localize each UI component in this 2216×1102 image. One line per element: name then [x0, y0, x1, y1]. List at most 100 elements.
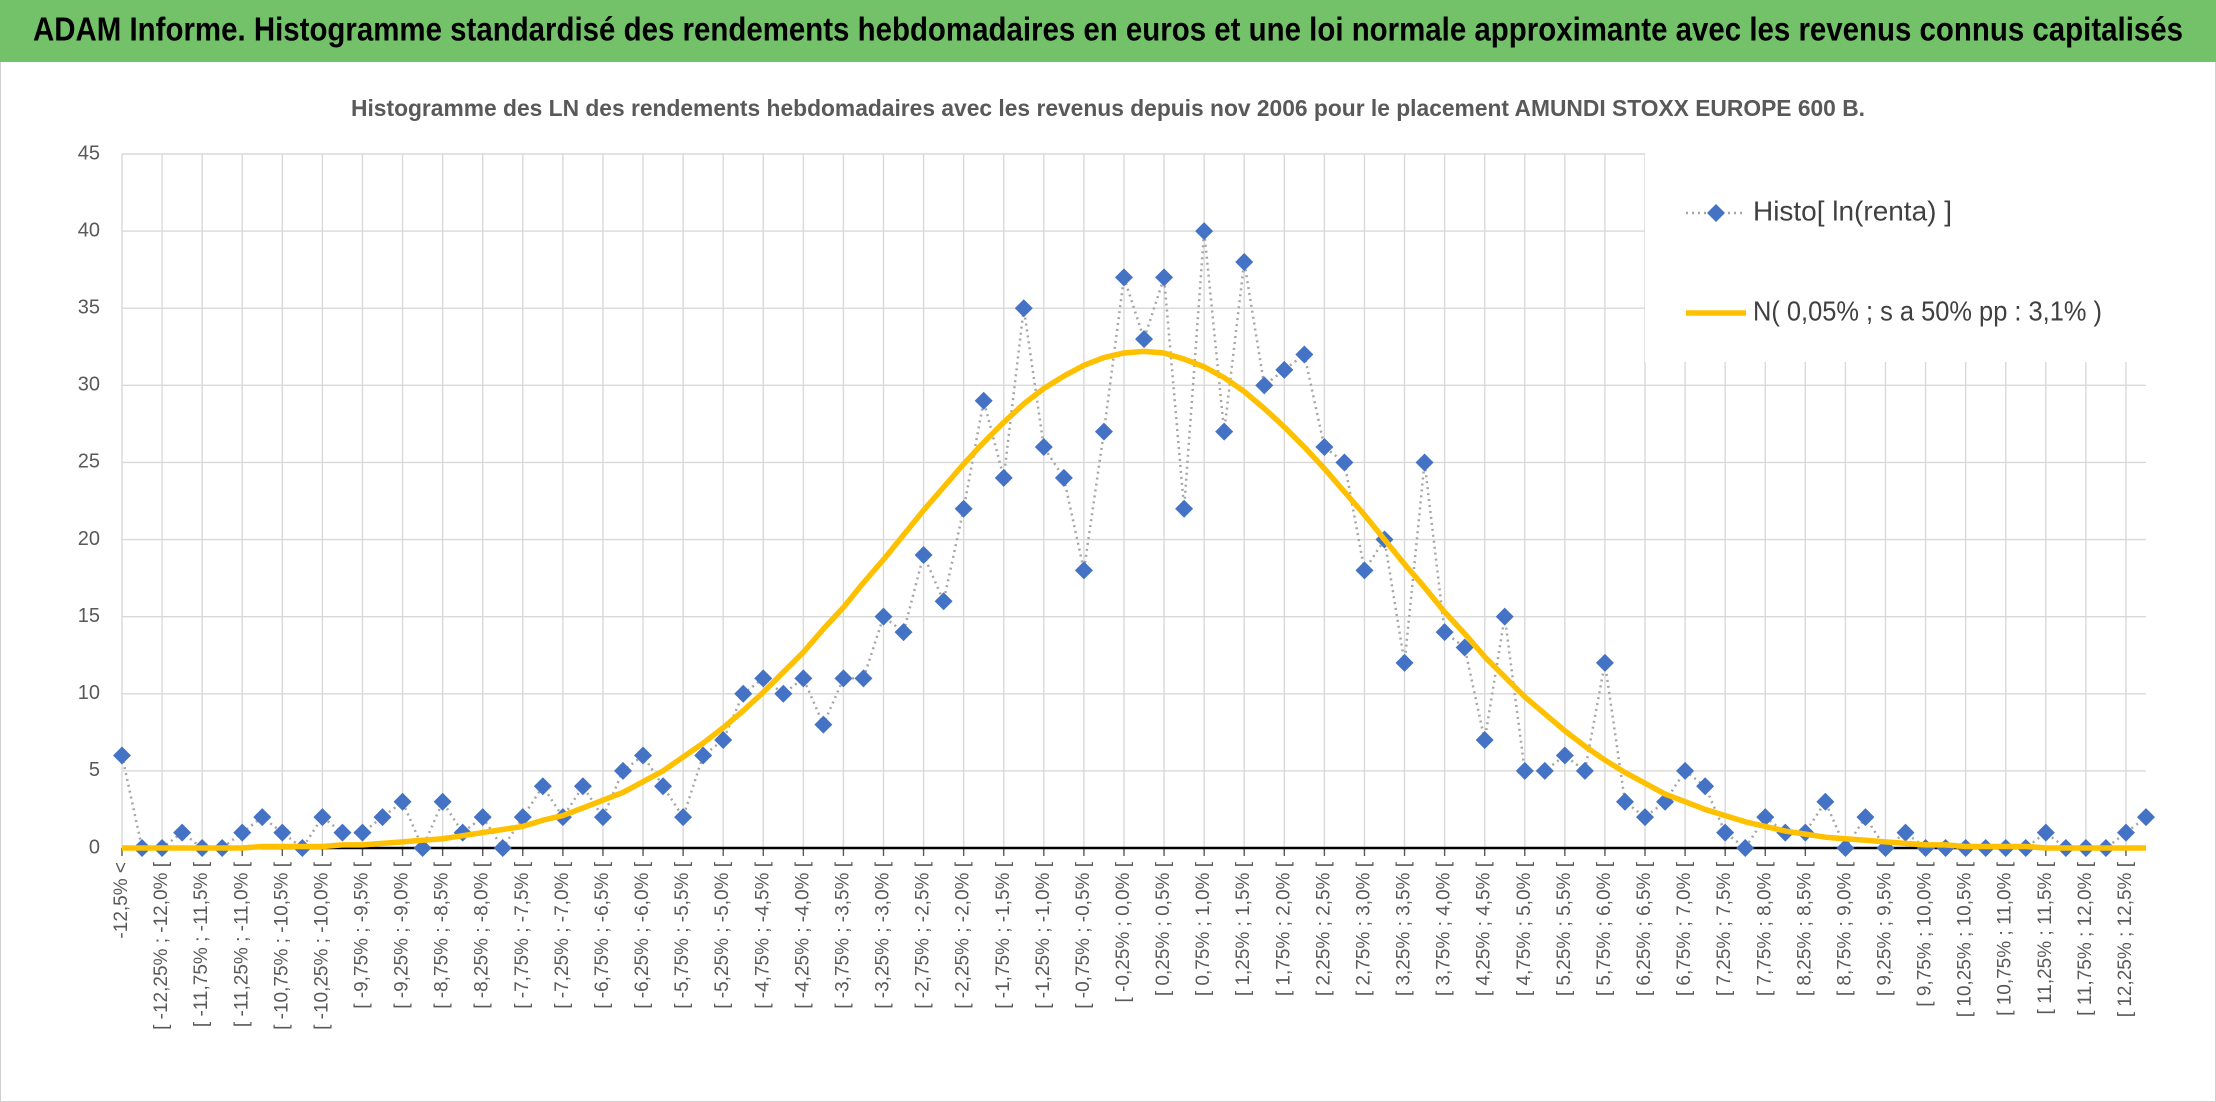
marker: [1114, 268, 1133, 287]
x-tick-label: [ -12,25% ; -12,0% [: [151, 861, 172, 1030]
x-tick-label: [ 6,75% ; 7,0% [: [1674, 861, 1695, 996]
marker: [1195, 222, 1214, 241]
marker: [253, 808, 272, 827]
marker: [1676, 761, 1695, 780]
marker: [1435, 623, 1454, 642]
x-tick-label: [ -1,75% ; -1,5% [: [993, 861, 1014, 1009]
y-tick-label: 10: [78, 682, 100, 704]
x-tick-label: [ 5,25% ; 5,5% [: [1554, 861, 1575, 996]
y-tick-label: 15: [78, 605, 100, 627]
x-tick-label: [ 0,75% ; 1,0% [: [1193, 861, 1214, 996]
marker: [1575, 761, 1594, 780]
marker: [373, 808, 392, 827]
marker: [1856, 808, 1875, 827]
grid: -12,5% < [ -12,25% ; -12,0% [[ -11,75% ; …: [78, 142, 2146, 1030]
banner-title: ADAM Informe. Histogramme standardisé de…: [33, 11, 2183, 48]
marker: [1235, 252, 1254, 271]
y-tick-label: 35: [78, 297, 100, 319]
x-tick-label: [ -3,75% ; -3,5% [: [832, 861, 853, 1009]
marker: [974, 391, 993, 410]
x-tick-label: [ 0,25% ; 0,5% [: [1153, 861, 1174, 996]
x-tick-label: [ -2,75% ; -2,5% [: [913, 861, 934, 1009]
x-tick-label: [ 2,75% ; 3,0% [: [1353, 861, 1374, 996]
x-tick-label: [ 8,25% ; 8,5% [: [1794, 861, 1815, 996]
marker: [1094, 422, 1113, 441]
marker: [2116, 823, 2135, 842]
marker: [794, 669, 813, 688]
marker: [954, 499, 973, 518]
marker: [593, 808, 612, 827]
marker: [714, 731, 733, 750]
x-tick-label: [ -7,75% ; -7,5% [: [512, 861, 533, 1009]
x-tick-label: [ -8,75% ; -8,5% [: [432, 861, 453, 1009]
x-tick-label: [ -11,25% ; -11,0% [: [231, 861, 252, 1027]
x-tick-label: [ -4,75% ; -4,5% [: [752, 861, 773, 1009]
x-tick-label: [ -7,25% ; -7,0% [: [552, 861, 573, 1009]
x-tick-label: -12,5% <: [111, 862, 132, 939]
marker: [734, 684, 753, 703]
marker: [473, 808, 492, 827]
marker: [1074, 561, 1093, 580]
marker: [313, 808, 332, 827]
marker: [513, 808, 532, 827]
marker: [994, 468, 1013, 487]
plot: [113, 222, 2155, 857]
x-tick-label: [ -0,75% ; -0,5% [: [1073, 861, 1094, 1009]
marker: [1054, 468, 1073, 487]
marker: [2036, 823, 2055, 842]
marker: [1034, 438, 1053, 457]
y-tick-label: 45: [78, 142, 100, 164]
y-tick-label: 5: [89, 759, 100, 781]
x-tick-label: [ -9,75% ; -9,5% [: [351, 861, 372, 1009]
marker: [1636, 808, 1655, 827]
marker: [1696, 777, 1715, 796]
x-tick-label: [ -6,75% ; -6,5% [: [592, 861, 613, 1009]
marker: [1315, 438, 1334, 457]
x-tick-label: [ 7,25% ; 7,5% [: [1714, 861, 1735, 996]
marker: [1014, 299, 1033, 318]
marker: [1355, 561, 1374, 580]
y-tick-label: 0: [89, 836, 100, 858]
marker: [273, 823, 292, 842]
marker: [393, 792, 412, 811]
marker: [413, 839, 432, 857]
marker: [1555, 746, 1574, 765]
legend: Histo[ ln(renta) ] N( 0,05% ; s a 50% pp …: [1645, 150, 2148, 362]
marker: [1155, 268, 1174, 287]
marker: [1495, 607, 1514, 626]
x-tick-label: [ 3,25% ; 3,5% [: [1394, 861, 1415, 996]
marker: [1415, 453, 1434, 472]
marker: [1716, 823, 1735, 842]
marker: [934, 592, 953, 611]
chart-subtitle: Histogramme des LN des rendements hebdom…: [351, 95, 1865, 121]
marker: [674, 808, 693, 827]
marker: [1475, 731, 1494, 750]
marker: [814, 715, 833, 734]
marker: [1275, 360, 1294, 379]
marker: [173, 823, 192, 842]
x-tick-label: [ -8,25% ; -8,0% [: [472, 861, 493, 1009]
marker: [1816, 792, 1835, 811]
marker: [493, 839, 512, 857]
marker: [1595, 653, 1614, 672]
x-tick-label: [ 2,25% ; 2,5% [: [1313, 861, 1334, 996]
banner: [0, 0, 2216, 62]
marker: [1756, 808, 1775, 827]
marker: [1736, 839, 1755, 857]
marker: [1175, 499, 1194, 518]
x-tick-label: [ 4,25% ; 4,5% [: [1474, 861, 1495, 996]
marker: [854, 669, 873, 688]
x-tick-label: [ 10,25% ; 10,5% [: [1955, 861, 1976, 1017]
x-tick-label: [ 11,25% ; 11,5% [: [2035, 861, 2056, 1014]
marker: [914, 545, 933, 564]
legend-label: Histo[ ln(renta) ]: [1753, 195, 1952, 226]
marker: [1535, 761, 1554, 780]
legend-marker: [1707, 204, 1725, 222]
x-tick-label: [ 10,75% ; 11,0% [: [1995, 861, 2016, 1016]
x-tick-label: [ 11,75% ; 12,0% [: [2075, 861, 2096, 1016]
marker: [1255, 376, 1274, 395]
marker: [613, 761, 632, 780]
x-tick-label: [ -5,25% ; -5,0% [: [712, 861, 733, 1009]
marker: [654, 777, 673, 796]
